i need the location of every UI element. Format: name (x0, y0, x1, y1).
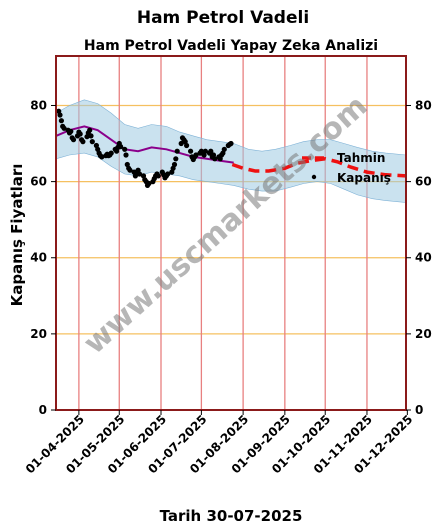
y-tick-label-right: 0 (415, 403, 423, 417)
footer-date: Tarih 30-07-2025 (160, 507, 303, 525)
closing-point (61, 125, 67, 131)
closing-point (57, 112, 63, 118)
closing-point (58, 118, 64, 124)
closing-point (221, 146, 227, 152)
y-tick-label-left: 80 (30, 98, 47, 112)
closing-point (146, 180, 152, 187)
closing-point (155, 173, 161, 179)
closing-point (99, 154, 105, 160)
closing-point (182, 139, 188, 145)
y-tick-label-right: 40 (415, 251, 432, 265)
closing-point (68, 128, 74, 134)
y-tick-label-right: 60 (415, 175, 432, 189)
closing-point (122, 146, 128, 152)
y-tick-label-left: 20 (30, 327, 47, 341)
closing-point (178, 140, 184, 147)
closing-point (70, 137, 77, 143)
closing-point (108, 150, 114, 156)
closing-point (184, 142, 190, 149)
closing-point (87, 127, 93, 133)
legend-label-closing: Kapanış (337, 171, 391, 185)
closing-point (171, 161, 178, 168)
closing-point (118, 144, 124, 150)
closing-point (88, 133, 94, 139)
closing-point (188, 148, 194, 154)
closing-point (193, 152, 199, 158)
closing-point (123, 152, 129, 158)
closing-point (208, 148, 214, 154)
legend-label-forecast: Tahmin (337, 151, 385, 165)
y-axis-label: Kapanış Fiyatları (8, 164, 26, 307)
closing-point (165, 171, 171, 177)
forecast-line (231, 157, 407, 178)
y-tick-label-left: 60 (30, 175, 47, 189)
y-tick-label-left: 40 (30, 251, 47, 265)
closing-point (80, 139, 86, 145)
closing-point (173, 156, 179, 162)
plot-frame (55, 55, 407, 411)
closing-point (89, 139, 95, 145)
y-tick-label-right: 80 (415, 98, 432, 112)
chart-title: Ham Petrol Vadeli Yapay Zeka Analizi (84, 38, 378, 54)
closing-point (136, 171, 143, 177)
figure-title: Ham Petrol Vadeli (137, 8, 309, 28)
closing-point (127, 167, 133, 173)
closing-point (77, 131, 83, 137)
closing-point (228, 140, 234, 147)
closing-point (202, 148, 208, 154)
trend-line (55, 125, 234, 164)
y-tick-label-right: 20 (415, 327, 432, 341)
legend-closing-swatch (311, 174, 317, 180)
closing-point (174, 148, 180, 154)
closing-point (212, 156, 218, 162)
y-tick-label-left: 0 (39, 403, 47, 417)
